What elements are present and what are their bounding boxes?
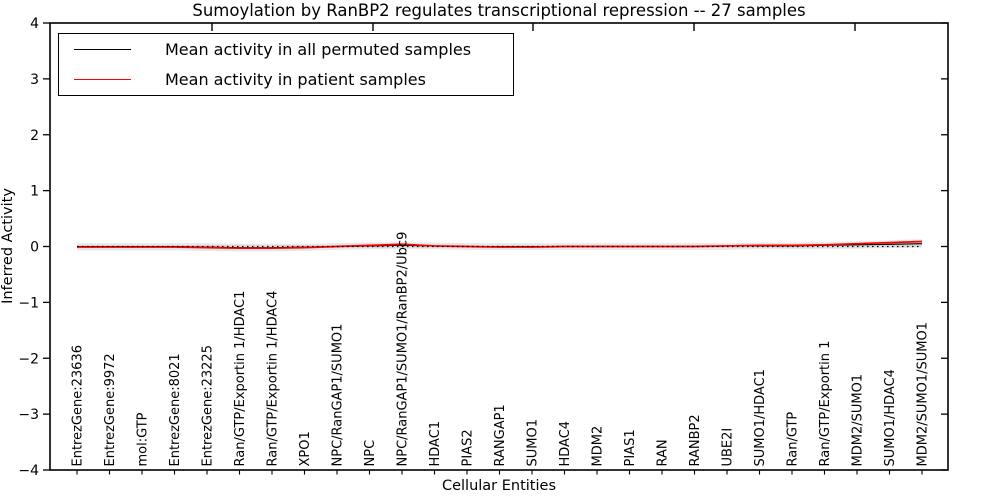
x-tick-label: EntrezGene:9972 bbox=[103, 353, 118, 466]
y-tick-label: 2 bbox=[30, 128, 39, 144]
x-tick-label: Ran/GTP bbox=[786, 412, 801, 467]
y-tick-label: 3 bbox=[30, 72, 39, 88]
x-tick-label: MDM2/SUMO1 bbox=[851, 374, 866, 467]
x-tick-label: SUMO1/HDAC1 bbox=[753, 369, 768, 466]
y-tick-label: 0 bbox=[30, 240, 39, 256]
x-tick-label: NPC/RanGAP1/SUMO1/RanBP2/Ubc9 bbox=[396, 232, 411, 467]
legend-label-patient: Mean activity in patient samples bbox=[165, 69, 426, 89]
x-tick-label: HDAC1 bbox=[428, 421, 443, 467]
patient-line-swatch bbox=[74, 78, 131, 80]
x-tick-label: NPC bbox=[363, 440, 378, 467]
legend-box: Mean activity in all permuted samples Me… bbox=[58, 33, 514, 96]
x-tick-label: Ran/GTP/Exportin 1 bbox=[818, 341, 833, 467]
x-tick-label: mol:GTP bbox=[136, 412, 151, 466]
x-tick-label: Ran/GTP/Exportin 1/HDAC4 bbox=[266, 291, 281, 467]
x-tick-label: UBE2I bbox=[721, 428, 736, 467]
permuted-line-swatch bbox=[74, 49, 131, 51]
x-tick-label: RANGAP1 bbox=[493, 404, 508, 466]
patient-mean-line bbox=[77, 240, 923, 250]
x-tick-label: SUMO1/HDAC4 bbox=[883, 369, 898, 466]
y-tick-label: −4 bbox=[18, 463, 39, 479]
y-tick-label: 1 bbox=[30, 184, 39, 200]
x-tick-label: HDAC4 bbox=[558, 421, 573, 467]
legend-item-permuted: Mean activity in all permuted samples bbox=[59, 36, 513, 64]
y-tick-label: −3 bbox=[18, 407, 39, 423]
y-tick-label: −1 bbox=[18, 295, 39, 311]
y-tick-label: 4 bbox=[30, 16, 39, 32]
x-tick-label: RAN bbox=[656, 439, 671, 466]
chart-title: Sumoylation by RanBP2 regulates transcri… bbox=[192, 1, 806, 20]
y-tick-label: −2 bbox=[18, 351, 39, 367]
x-tick-label: SUMO1 bbox=[526, 419, 541, 467]
legend-label-permuted: Mean activity in all permuted samples bbox=[165, 40, 472, 60]
legend-item-patient: Mean activity in patient samples bbox=[59, 65, 513, 93]
x-tick-label: MDM2 bbox=[591, 426, 606, 467]
x-tick-label: PIAS2 bbox=[461, 429, 476, 466]
x-tick-label: EntrezGene:23225 bbox=[201, 345, 216, 466]
x-tick-label: EntrezGene:8021 bbox=[168, 353, 183, 466]
x-tick-label: MDM2/SUMO1/SUMO1 bbox=[916, 322, 931, 466]
y-axis-label: Inferred Activity bbox=[0, 188, 16, 304]
x-tick-label: PIAS1 bbox=[623, 429, 638, 466]
x-tick-label: NPC/RanGAP1/SUMO1 bbox=[331, 324, 346, 467]
x-tick-label: XPO1 bbox=[298, 431, 313, 466]
x-tick-label: RANBP2 bbox=[688, 414, 703, 466]
x-tick-label: Ran/GTP/Exportin 1/HDAC1 bbox=[233, 291, 248, 467]
x-axis-label: Cellular Entities bbox=[441, 478, 557, 494]
x-tick-label: EntrezGene:23636 bbox=[71, 345, 86, 466]
